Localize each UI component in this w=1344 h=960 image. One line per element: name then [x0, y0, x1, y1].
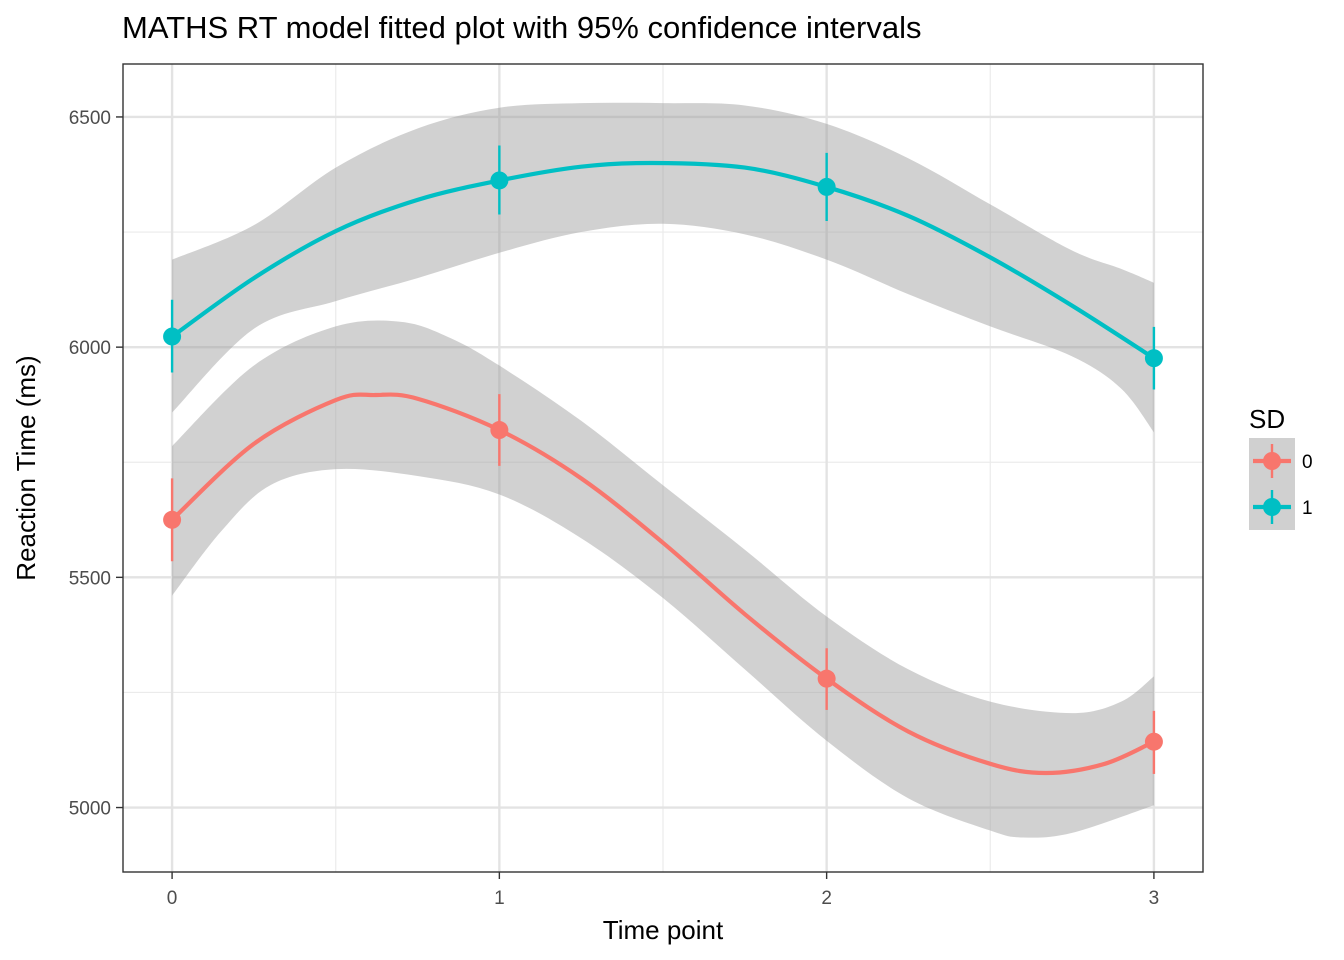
y-tick-label: 6500 [69, 108, 111, 129]
legend-keys: 01 [1249, 438, 1313, 530]
legend-title: SD [1249, 404, 1285, 434]
y-axis-title: Reaction Time (ms) [11, 355, 41, 580]
data-point-sd-1 [490, 171, 509, 190]
legend-label-1: 1 [1302, 498, 1313, 519]
data-point-sd-0 [817, 669, 836, 688]
x-axis-ticks: 0 1 2 3 [167, 872, 1159, 909]
confidence-ribbon-sd-0 [172, 320, 1154, 838]
x-tick-label: 0 [167, 888, 178, 909]
data-point-sd-1 [1144, 349, 1163, 368]
plot-border [122, 63, 1204, 873]
fitted-lines [169, 160, 1157, 776]
data-point-sd-0 [1144, 732, 1163, 751]
chart-title: MATHS RT model fitted plot with 95% conf… [122, 10, 921, 45]
minor-gridlines [123, 64, 1203, 872]
data-point-sd-1 [817, 177, 836, 196]
y-tick-label: 5500 [69, 568, 111, 589]
x-tick-label: 3 [1149, 888, 1160, 909]
data-point-sd-0 [490, 421, 509, 440]
fit-line-sd-0 [169, 392, 1157, 776]
x-axis-title: Time point [603, 915, 724, 945]
legend-key-point-0 [1263, 452, 1281, 470]
legend-key-point-1 [1263, 498, 1281, 516]
data-point-sd-1 [163, 327, 182, 346]
x-tick-label: 1 [494, 888, 505, 909]
y-tick-label: 5000 [69, 799, 111, 820]
fit-line-sd-1 [169, 160, 1157, 361]
confidence-ribbons [172, 102, 1154, 838]
x-tick-label: 2 [821, 888, 832, 909]
data-point-sd-0 [163, 510, 182, 529]
confidence-ribbon-sd-1 [172, 102, 1154, 433]
legend: SD 01 [1249, 404, 1313, 530]
y-axis-ticks: 5000 5500 6000 6500 [69, 108, 123, 820]
y-tick-label: 6000 [69, 338, 111, 359]
legend-label-0: 0 [1302, 452, 1313, 473]
data-points [163, 171, 1163, 751]
